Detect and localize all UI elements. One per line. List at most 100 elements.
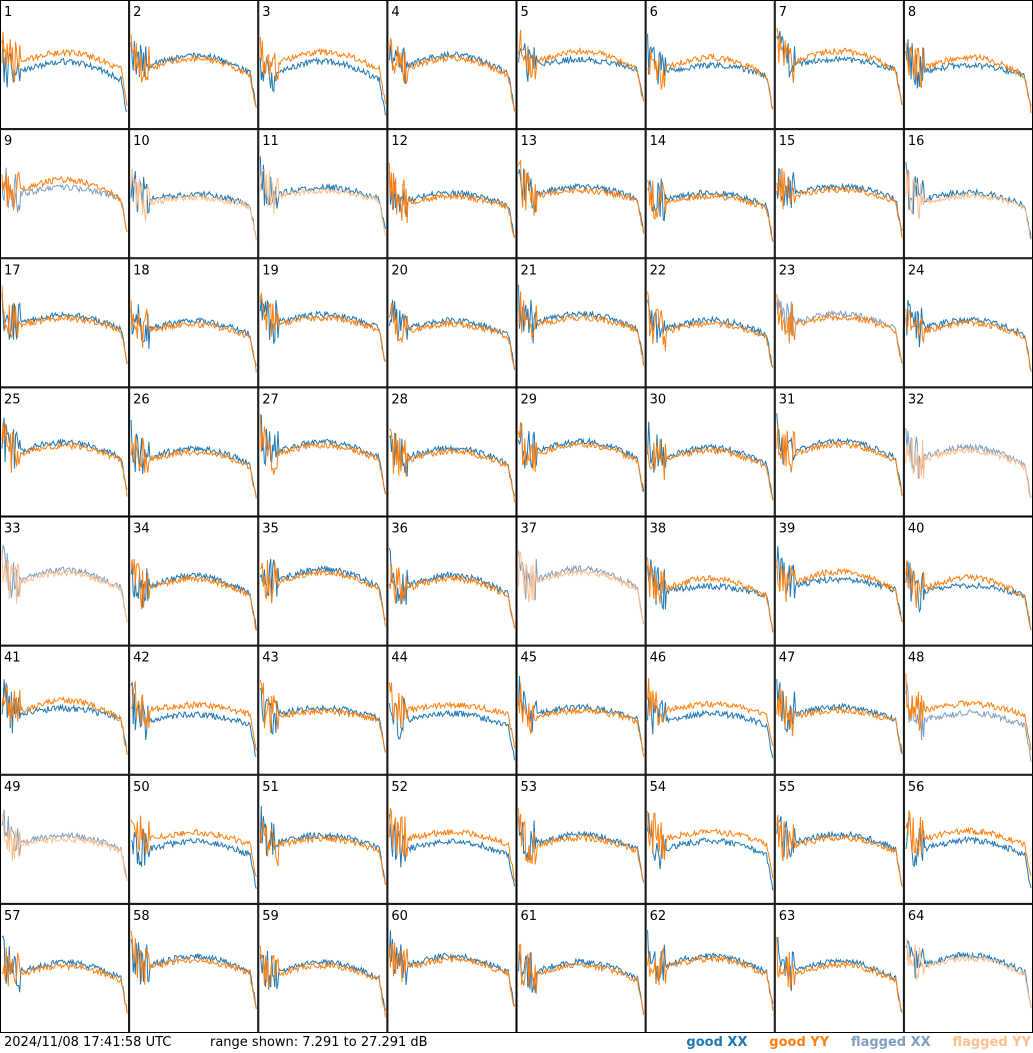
panel-frame (0, 516, 130, 646)
panel-frame (516, 258, 646, 388)
xx-series-line (388, 300, 515, 370)
yy-series-line (1, 684, 128, 756)
panel-55: 55 (774, 774, 904, 904)
legend-flagged-yy: flagged YY (952, 1035, 1032, 1050)
panel-15: 15 (774, 129, 904, 259)
panel-frame (387, 129, 517, 259)
xx-series-line (776, 816, 903, 887)
yy-series-line (259, 559, 386, 627)
yy-series-line (130, 300, 257, 373)
xx-series-line (1, 293, 128, 364)
panel-number: 5 (521, 5, 529, 20)
panel-number: 29 (521, 392, 538, 407)
panel-59: 59 (258, 903, 388, 1033)
xx-series-line (905, 816, 1032, 889)
panel-frame (387, 258, 517, 388)
panel-frame (774, 516, 904, 646)
yy-series-line (647, 557, 774, 633)
panel-frame (0, 387, 130, 517)
panel-28: 28 (387, 387, 517, 517)
yy-series-line (389, 428, 515, 503)
xx-series-line (130, 171, 257, 240)
panel-number: 34 (133, 522, 150, 537)
xx-series-line (905, 300, 1032, 372)
panel-52: 52 (387, 774, 517, 904)
panel-frame (645, 387, 775, 517)
panel-46: 46 (645, 645, 775, 775)
panel-number: 36 (391, 522, 408, 537)
panel-frame (645, 645, 775, 775)
yy-series-line (130, 168, 257, 241)
panel-4: 4 (387, 0, 517, 130)
panel-number: 9 (4, 134, 12, 149)
panel-number: 2 (133, 5, 141, 20)
yy-series-line (1, 31, 128, 106)
xx-series-line (518, 168, 645, 233)
panel-number: 6 (650, 5, 658, 20)
panel-number: 24 (908, 263, 925, 278)
yy-series-line (388, 302, 515, 371)
yy-series-line (259, 168, 386, 236)
panel-10: 10 (129, 129, 259, 259)
yy-series-line (388, 682, 515, 749)
panel-57: 57 (0, 903, 130, 1033)
xx-series-line (905, 561, 1032, 630)
panel-61: 61 (516, 903, 646, 1033)
yy-series-line (1, 551, 128, 623)
xx-series-line (647, 559, 774, 632)
panel-number: 56 (908, 780, 925, 795)
timestamp-label: 2024/11/08 17:41:58 UTC (4, 1035, 172, 1050)
yy-series-line (647, 291, 774, 369)
panel-number: 21 (521, 263, 538, 278)
panel-number: 32 (908, 392, 925, 407)
panel-frame (129, 516, 259, 646)
panel-32: 32 (903, 387, 1033, 517)
yy-series-line (518, 943, 645, 1016)
panel-5: 5 (516, 0, 646, 130)
yy-series-line (388, 807, 515, 881)
panel-44: 44 (387, 645, 517, 775)
panel-frame (516, 903, 646, 1033)
panel-number: 64 (908, 909, 925, 924)
yy-series-line (647, 810, 774, 879)
xx-series-line (518, 43, 645, 101)
yy-series-line (518, 29, 645, 102)
panel-number: 23 (779, 263, 796, 278)
panel-number: 50 (133, 780, 150, 795)
xx-series-line (130, 939, 257, 1009)
yy-series-line (259, 679, 386, 753)
panel-frame (129, 129, 259, 259)
yy-series-line (1, 171, 128, 233)
xx-series-line (776, 299, 903, 363)
yy-series-line (259, 413, 386, 495)
xx-series-line (130, 565, 257, 631)
xx-series-line (776, 546, 903, 622)
yy-series-line (647, 947, 774, 1011)
yy-series-line (776, 814, 903, 887)
xx-series-line (259, 687, 386, 753)
xx-series-line (776, 679, 903, 754)
yy-series-line (130, 558, 257, 631)
xx-series-line (259, 558, 386, 620)
yy-series-line (905, 42, 1032, 114)
panel-43: 43 (258, 645, 388, 775)
xx-series-line (259, 56, 386, 116)
yy-series-line (776, 559, 903, 622)
panel-11: 11 (258, 129, 388, 259)
panel-number: 14 (650, 134, 667, 149)
legend: good XX good YY flagged XX flagged YY (672, 1034, 1031, 1052)
panel-24: 24 (903, 258, 1033, 388)
panel-number: 47 (779, 651, 796, 666)
panel-number: 8 (908, 5, 916, 20)
panel-frame (258, 645, 388, 775)
panel-frame (129, 645, 259, 775)
panel-18: 18 (129, 258, 259, 388)
yy-series-line (259, 945, 386, 1018)
panel-19: 19 (258, 258, 388, 388)
panel-number: 45 (521, 651, 538, 666)
panel-number: 38 (650, 522, 667, 537)
xx-series-line (647, 421, 774, 500)
yy-series-line (776, 167, 903, 238)
xx-series-line (259, 950, 386, 1011)
xx-series-line (905, 682, 1032, 762)
